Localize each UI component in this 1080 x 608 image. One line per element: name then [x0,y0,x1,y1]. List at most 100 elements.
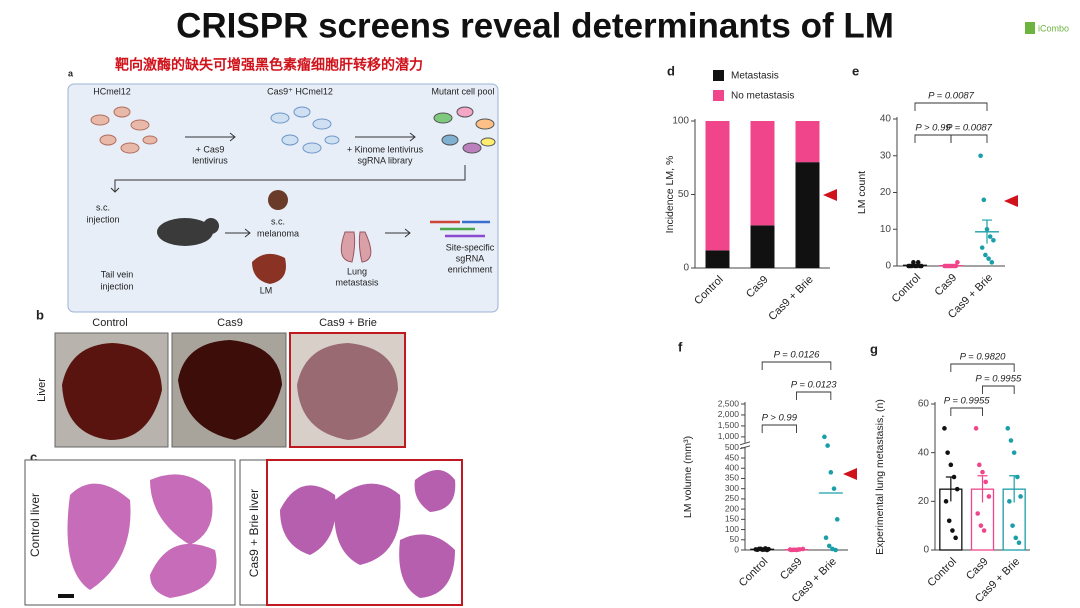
y-tick-label: 40 [918,447,930,458]
data-point [987,234,993,239]
y-axis-label: Experimental lung metastasis, (n) [874,399,886,555]
data-point [979,245,985,250]
step-label: Cas9⁺ HCmel12 [267,86,333,96]
mutant-cells [433,106,496,154]
data-point [981,528,987,533]
error-bar [977,475,988,503]
step-label: s.c. [96,202,110,212]
step-label: metastasis [335,277,379,287]
legend-label: Metastasis [731,71,779,82]
y-tick-label: 0 [734,544,739,554]
y-tick-label: 0 [885,261,891,272]
step-label: lentivirus [192,155,228,165]
x-tick-label: Control [890,272,924,306]
y-tick-label: 500 [725,442,739,452]
bar-segment [705,121,730,251]
x-tick-label: Control [692,274,726,308]
data-point [951,474,957,480]
panel-label: b [36,307,44,322]
step-label: Site-specific [446,242,495,252]
data-point [950,263,955,269]
data-point [945,450,950,455]
p-value: P = 0.9955 [944,396,991,407]
y-axis-label: LM count [856,171,868,214]
p-value: P = 0.9820 [960,352,1007,363]
x-tick-label: Cas9 [964,556,991,583]
highlight-arrow [1004,195,1018,207]
data-point [911,260,916,265]
mouse [157,218,213,246]
y-axis-label: Incidence LM, % [664,156,676,234]
step-label: melanoma [257,228,299,238]
data-point [915,260,921,265]
data-point [948,462,954,468]
data-point [983,479,988,485]
bar-segment [750,225,775,268]
data-point [1008,438,1014,443]
tissue [67,474,217,598]
liver-icon [252,253,286,284]
data-point [981,197,987,203]
legend-label: No metastasis [731,91,794,102]
data-point [1010,523,1015,528]
data-point [942,426,947,431]
data-point [1016,540,1022,545]
liver-shape [178,340,282,440]
p-value: P = 0.0123 [791,380,838,391]
significance-bracket [761,424,797,433]
significance-bracket [950,407,983,416]
highlight-arrow [843,468,857,480]
y-tick-label: 450 [725,452,739,462]
data-point [834,517,840,522]
data-point [831,486,837,491]
cas9-cells [270,106,340,154]
cells [90,106,158,154]
x-tick-label: Cas9 [778,556,805,583]
axis-break [741,442,749,447]
y-tick-label: 150 [725,514,739,524]
significance-bracket [914,134,952,143]
data-point [943,499,949,504]
row-label: Liver [36,378,48,402]
data-point [1015,474,1020,480]
step-label: + Cas9 [196,144,225,154]
y-tick-label: 0 [923,545,929,556]
step-label: + Kinome lentivirus [347,144,424,154]
column-label: Cas9 + Brie [319,317,377,329]
data-point [1011,450,1017,455]
slide-title: CRISPR screens reveal determinants of LM [176,6,894,45]
image-label: Cas9 + Brie liver [247,489,261,577]
panel-label: e [852,63,859,78]
bar-segment [795,162,820,268]
mouse-head [203,218,219,234]
step-label: Tail vein [101,269,134,279]
arrows [110,132,466,238]
y-tick-label: 2,000 [718,409,740,419]
y-tick-label: 300 [725,483,739,493]
data-point [823,535,829,541]
p-value: P > 0.99 [762,413,798,424]
p-value: P = 0.9955 [975,374,1022,385]
x-tick-label: Cas9 + Brie [766,274,815,323]
error-bar [982,219,992,244]
legend-swatch [713,70,724,81]
data-point [917,263,923,269]
column-label: Cas9 [217,317,243,329]
panel-label: a [68,68,74,78]
significance-bracket [950,134,988,143]
image-label: Control liver [28,493,42,557]
y-tick-label: 200 [725,503,739,513]
data-point [1013,535,1019,541]
logo: iCombo [1038,23,1069,33]
data-point [977,462,982,468]
step-label: sgRNA library [357,155,413,165]
bar-segment [705,250,730,268]
data-point [989,260,995,265]
y-tick-label: 60 [918,399,930,410]
data-point [914,263,919,269]
step-label: Lung [347,266,367,276]
highlight-arrow [823,189,837,201]
y-tick-label: 250 [725,493,739,503]
data-point [975,511,980,516]
panel-label: f [678,339,683,354]
